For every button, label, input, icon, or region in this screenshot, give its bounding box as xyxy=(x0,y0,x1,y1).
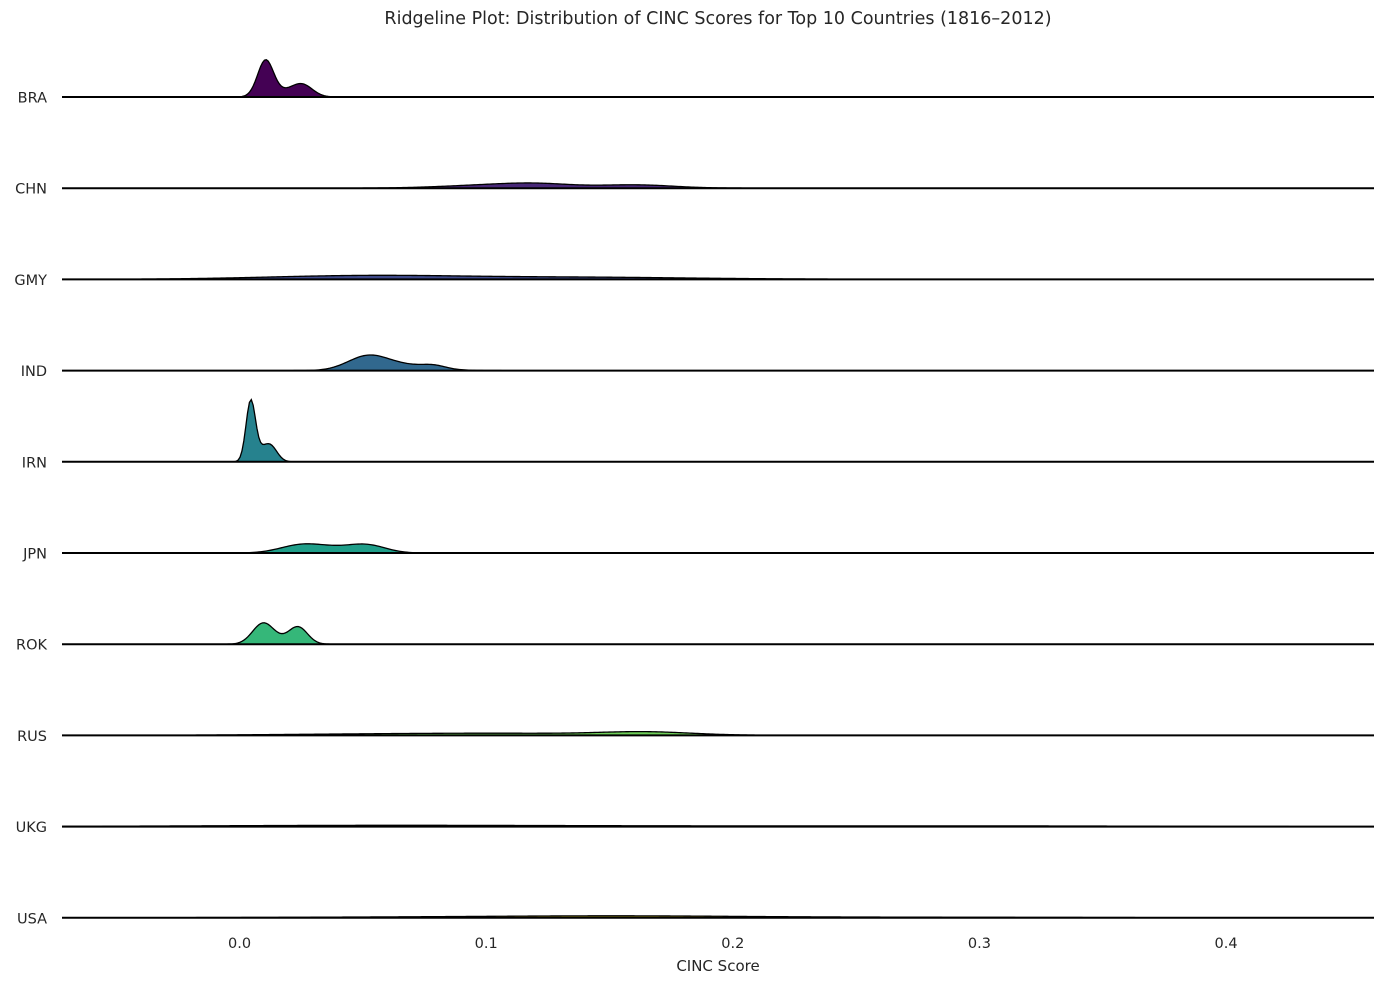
x-tick-label: 0.0 xyxy=(228,936,251,952)
row-label-rok: ROK xyxy=(16,638,47,654)
ridge-outline-jpn xyxy=(62,543,1374,554)
ridge-rok: ROK xyxy=(16,622,1374,654)
x-axis-label: CINC Score xyxy=(676,957,759,975)
row-label-gmy: GMY xyxy=(14,273,47,289)
ridge-chn: CHN xyxy=(15,182,1374,198)
ridge-fill-rok xyxy=(62,622,1374,645)
ridge-fill-ind xyxy=(62,354,1374,371)
row-label-bra: BRA xyxy=(18,91,47,107)
ridge-fill-gmy xyxy=(62,275,1374,280)
row-label-chn: CHN xyxy=(15,182,47,198)
chart-title: Ridgeline Plot: Distribution of CINC Sco… xyxy=(384,9,1051,29)
ridge-usa: USA xyxy=(17,911,1374,927)
row-label-ukg: UKG xyxy=(16,820,47,836)
ridge-fill-jpn xyxy=(62,543,1374,553)
row-label-irn: IRN xyxy=(22,455,47,471)
ridge-outline-ind xyxy=(62,354,1374,372)
ridge-gmy: GMY xyxy=(14,273,1374,289)
ridges-group: BRA CHN GMY IND IRN JPN ROK RUS UKG USA xyxy=(14,59,1374,927)
ridge-rus: RUS xyxy=(17,729,1374,745)
row-label-jpn: JPN xyxy=(22,547,47,563)
x-tick-label: 0.1 xyxy=(475,936,498,952)
x-tick-label: 0.4 xyxy=(1214,936,1237,952)
row-label-usa: USA xyxy=(17,911,47,927)
ridge-fill-irn xyxy=(62,399,1374,462)
ridge-bra: BRA xyxy=(18,59,1374,107)
row-label-ind: IND xyxy=(21,364,47,380)
x-tick-label: 0.2 xyxy=(721,936,744,952)
ridge-irn: IRN xyxy=(22,398,1374,471)
ridge-fill-bra xyxy=(62,59,1374,97)
row-label-rus: RUS xyxy=(17,729,47,745)
ridge-ind: IND xyxy=(21,354,1374,380)
ridge-jpn: JPN xyxy=(22,543,1374,563)
ridge-ukg: UKG xyxy=(16,820,1374,836)
x-axis-ticks: 0.0 0.1 0.2 0.3 0.4 xyxy=(228,936,1238,952)
x-tick-label: 0.3 xyxy=(968,936,991,952)
